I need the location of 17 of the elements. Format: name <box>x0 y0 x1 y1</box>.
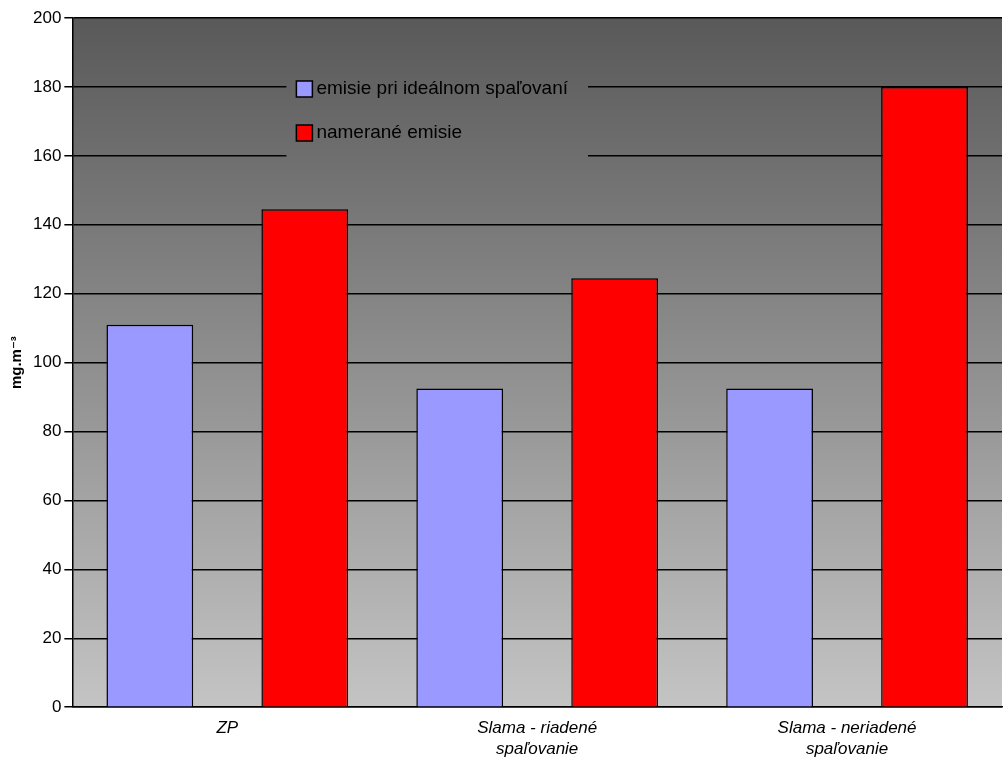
legend-label: emisie pri ideálnom spaľovaní <box>316 77 569 99</box>
y-tick-label: 0 <box>51 696 62 716</box>
y-tick-label: 160 <box>32 145 62 165</box>
y-tick-label: 120 <box>32 283 62 303</box>
x-tick-label: ZP <box>215 718 239 738</box>
y-tick-label: 140 <box>32 214 62 234</box>
y-tick-label: 80 <box>42 421 62 441</box>
y-tick-label: 200 <box>32 7 62 27</box>
legend-label: namerané emisie <box>316 121 463 143</box>
x-tick-label: Slama - riadené spaľovanie <box>477 718 598 758</box>
y-tick-label: 20 <box>42 627 62 647</box>
y-axis-title: mg.m⁻³ <box>7 336 25 390</box>
y-tick-label: 180 <box>32 76 62 96</box>
y-tick-label: 100 <box>32 352 62 372</box>
y-tick-label: 60 <box>42 490 62 510</box>
x-tick-label: Slama - neriadené spaľovanie <box>777 718 917 758</box>
y-tick-label: 40 <box>42 559 62 579</box>
